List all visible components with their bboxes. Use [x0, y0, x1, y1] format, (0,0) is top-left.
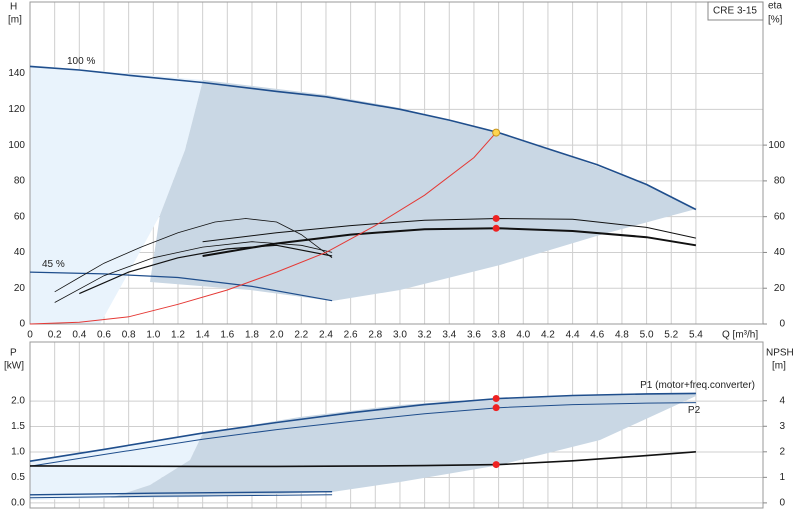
curve	[202, 217, 697, 243]
x-axis-label: Q [m³/h]	[722, 330, 758, 341]
operating-point	[492, 224, 500, 232]
x-tick-label: 0.4	[72, 330, 86, 341]
x-tick-label: 5.2	[664, 330, 678, 341]
y-axis-label: P	[10, 348, 17, 359]
x-tick-label: 1.8	[245, 330, 259, 341]
y-tick-label: 0.5	[11, 472, 25, 483]
x-tick-label: 1.0	[146, 330, 160, 341]
x-tick-label: 4.6	[590, 330, 604, 341]
y2-axis-label: NPSH	[766, 348, 794, 359]
y-tick-label: 20	[14, 283, 26, 294]
y2-tick-label: 1	[779, 472, 785, 483]
y2-tick-label: 0	[779, 319, 785, 330]
x-tick-label: 2.4	[319, 330, 333, 341]
y-tick-label: 140	[8, 68, 25, 79]
x-tick-label: 3.6	[467, 330, 481, 341]
curve	[54, 241, 333, 303]
shaded-areas	[30, 65, 696, 500]
y-tick-label: 80	[14, 176, 26, 187]
y2-tick-label: 40	[774, 247, 786, 258]
x-tick-label: 0.2	[48, 330, 62, 341]
y2-tick-label: 4	[779, 395, 785, 406]
marks: 0 0.2 0.4 0.6 0.8 1.0 1.2 1.4 1.6 1.8 2.0 2.2 2.4 2.6…	[8, 56, 785, 509]
y2-tick-label: 100	[768, 140, 785, 151]
y-tick-label: 100	[8, 140, 25, 151]
y-axis-unit: [m]	[8, 15, 22, 26]
curve-label: 45 %	[42, 259, 65, 270]
y-tick-label: 60	[14, 211, 26, 222]
curve	[29, 271, 333, 302]
curve-label: 100 %	[67, 56, 95, 67]
y2-axis-unit: [%]	[768, 15, 783, 26]
y-axis-unit: [kW]	[4, 361, 24, 372]
y2-tick-label: 80	[774, 176, 786, 187]
x-tick-label: 1.6	[220, 330, 234, 341]
plot-frame-top	[29, 1, 764, 325]
operating-point	[492, 128, 501, 137]
y2-axis-unit: [m]	[772, 361, 786, 372]
x-tick-label: 2.0	[270, 330, 284, 341]
curve-label: P1 (motor+freq.converter)	[640, 380, 755, 391]
x-tick-label: 4.2	[541, 330, 555, 341]
title-box	[707, 1, 764, 21]
x-tick-label: 3.0	[393, 330, 407, 341]
dark-area-top	[150, 80, 696, 301]
y-tick-label: 1.0	[11, 447, 25, 458]
curve	[54, 218, 333, 293]
y2-tick-label: 0	[779, 498, 785, 509]
x-tick-label: 3.2	[418, 330, 432, 341]
curve	[29, 491, 333, 496]
y2-tick-label: 60	[774, 211, 786, 222]
y2-tick-label: 20	[774, 283, 786, 294]
x-tick-label: 3.8	[492, 330, 506, 341]
y2-axis-label: eta	[768, 1, 782, 12]
curve	[29, 494, 333, 499]
x-tick-label: 2.6	[344, 330, 358, 341]
curve	[202, 227, 697, 257]
x-tick-label: 2.2	[294, 330, 308, 341]
y-tick-label: 120	[8, 104, 25, 115]
x-tick-label: 3.4	[442, 330, 456, 341]
chart-title: CRE 3-15	[713, 6, 757, 17]
operating-point	[492, 404, 500, 412]
operating-point	[492, 395, 500, 403]
x-tick-label: 4.8	[615, 330, 629, 341]
x-tick-label: 0	[27, 330, 33, 341]
curve	[29, 451, 696, 468]
curve	[79, 244, 333, 295]
y-tick-label: 40	[14, 247, 26, 258]
x-tick-label: 1.2	[171, 330, 185, 341]
light-area-top	[30, 65, 203, 324]
curve	[29, 132, 497, 325]
y-axis-label: H	[10, 2, 17, 13]
x-tick-label: 0.8	[122, 330, 136, 341]
curve-label: P2	[688, 405, 701, 416]
curve	[29, 402, 696, 467]
x-tick-label: 2.8	[368, 330, 382, 341]
y-tick-label: 0.0	[11, 498, 25, 509]
x-tick-label: 0.6	[97, 330, 111, 341]
curve	[29, 65, 697, 211]
x-tick-label: 5.0	[640, 330, 654, 341]
x-tick-label: 1.4	[196, 330, 210, 341]
y-tick-label: 2.0	[11, 396, 25, 407]
operating-point	[492, 461, 500, 469]
y2-tick-label: 3	[779, 421, 785, 432]
operating-point	[492, 214, 500, 222]
dark-area-bottom	[110, 393, 696, 498]
curve	[29, 392, 696, 462]
y2-tick-label: 2	[779, 446, 785, 457]
x-tick-label: 4.0	[516, 330, 530, 341]
y-tick-label: 1.5	[11, 421, 25, 432]
x-tick-label: 5.4	[689, 330, 703, 341]
x-tick-label: 4.4	[566, 330, 580, 341]
plot-frame-bottom	[29, 341, 764, 509]
y-tick-label: 0	[19, 319, 25, 330]
